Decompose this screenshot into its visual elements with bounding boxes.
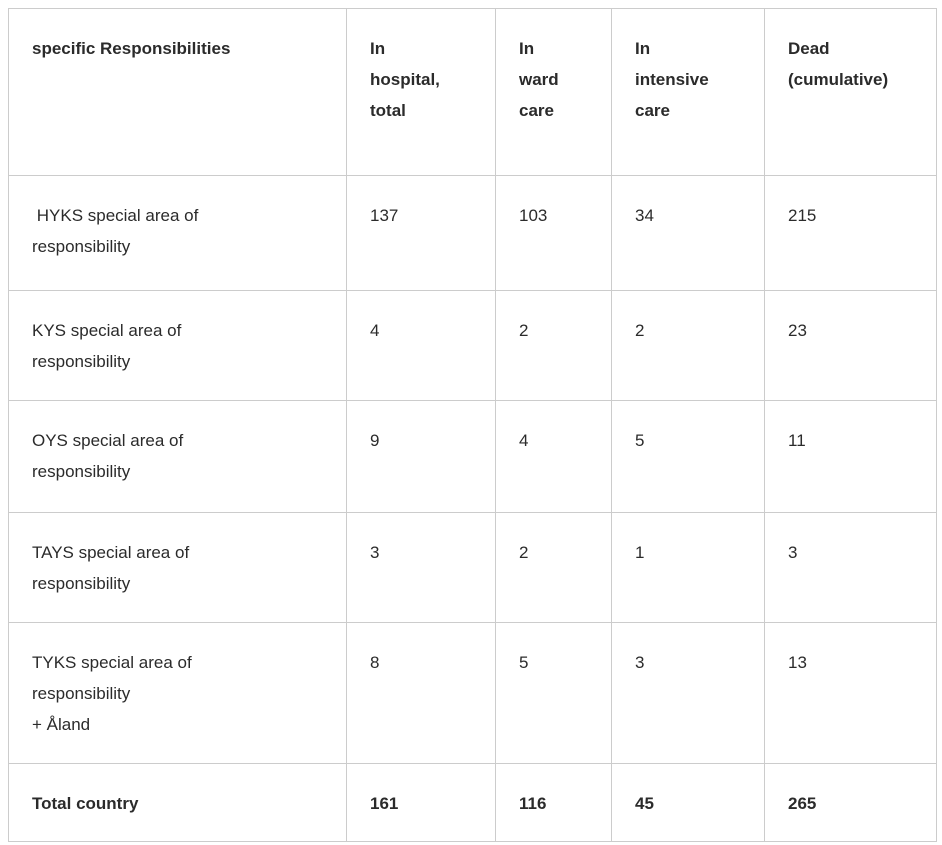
table-row-kys: KYS special area of responsibility 4 2 2… xyxy=(8,290,937,401)
row-label-cell: HYKS special area of responsibility xyxy=(8,175,347,291)
value-cell: 8 xyxy=(346,622,496,764)
row-label-cell: Total country xyxy=(8,763,347,842)
value-cell: 215 xyxy=(764,175,937,291)
value-cell: 11 xyxy=(764,400,937,513)
value-cell: 23 xyxy=(764,290,937,401)
table-row-tyks-aland: TYKS special area of responsibility + Ål… xyxy=(8,622,937,764)
table-row-tays: TAYS special area of responsibility 3 2 … xyxy=(8,512,937,623)
value-cell: 4 xyxy=(495,400,612,513)
value-cell: 5 xyxy=(495,622,612,764)
value-cell: 2 xyxy=(611,290,765,401)
table-row-oys: OYS special area of responsibility 9 4 5… xyxy=(8,400,937,513)
value-cell: 137 xyxy=(346,175,496,291)
row-label-cell: TAYS special area of responsibility xyxy=(8,512,347,623)
value-cell: 3 xyxy=(611,622,765,764)
value-cell: 4 xyxy=(346,290,496,401)
value-cell: 2 xyxy=(495,290,612,401)
value-cell: 3 xyxy=(346,512,496,623)
value-cell: 3 xyxy=(764,512,937,623)
column-header-in-hospital-total: In hospital, total xyxy=(346,8,496,176)
table-row-hyks: HYKS special area of responsibility 137 … xyxy=(8,175,937,291)
row-label-cell: TYKS special area of responsibility + Ål… xyxy=(8,622,347,764)
hospital-care-table: specific Responsibilities In hospital, t… xyxy=(8,8,937,842)
value-cell: 103 xyxy=(495,175,612,291)
value-cell: 265 xyxy=(764,763,937,842)
column-header-in-ward-care: In ward care xyxy=(495,8,612,176)
column-header-specific-responsibilities: specific Responsibilities xyxy=(8,8,347,176)
row-label-cell: KYS special area of responsibility xyxy=(8,290,347,401)
value-cell: 9 xyxy=(346,400,496,513)
table-row-total-country: Total country 161 116 45 265 xyxy=(8,763,937,842)
value-cell: 161 xyxy=(346,763,496,842)
column-header-dead-cumulative: Dead (cumulative) xyxy=(764,8,937,176)
value-cell: 45 xyxy=(611,763,765,842)
row-label-cell: OYS special area of responsibility xyxy=(8,400,347,513)
value-cell: 34 xyxy=(611,175,765,291)
value-cell: 116 xyxy=(495,763,612,842)
value-cell: 13 xyxy=(764,622,937,764)
value-cell: 1 xyxy=(611,512,765,623)
column-header-in-intensive-care: In intensive care xyxy=(611,8,765,176)
value-cell: 5 xyxy=(611,400,765,513)
value-cell: 2 xyxy=(495,512,612,623)
table-header-row: specific Responsibilities In hospital, t… xyxy=(8,8,937,176)
